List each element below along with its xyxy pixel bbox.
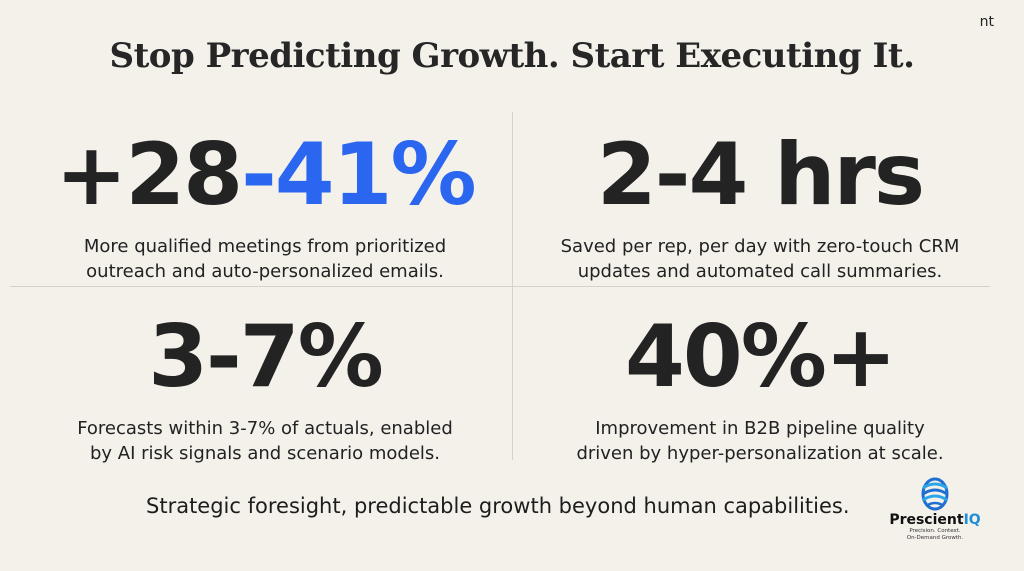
stat-time-saved: 2-4 hrs Saved per rep, per day with zero… [515, 132, 1005, 284]
brand-slogan-line: Precision. Context. [909, 528, 961, 534]
stat-description-line: Saved per rep, per day with zero-touch C… [560, 236, 960, 257]
page-title: Stop Predicting Growth. Start Executing … [109, 36, 915, 76]
stat-description: Saved per rep, per day with zero-touch C… [515, 234, 1005, 284]
stat-description-line: Forecasts within 3-7% of actuals, enable… [77, 418, 453, 439]
globe-swirl-icon [921, 477, 949, 511]
stat-description-line: updates and automated call summaries. [577, 261, 943, 282]
stat-description-line: by AI risk signals and scenario models. [89, 443, 441, 464]
stat-description-line: outreach and auto-personalized emails. [86, 261, 444, 282]
stat-description: Forecasts within 3-7% of actuals, enable… [20, 416, 510, 466]
stat-value: 2-4 hrs [596, 125, 925, 225]
corner-tag: nt [979, 14, 994, 30]
stat-forecast-accuracy: 3-7% Forecasts within 3-7% of actuals, e… [20, 314, 510, 466]
stat-description-line: Improvement in B2B pipeline quality [595, 418, 925, 439]
stat-description-line: More qualified meetings from prioritized [83, 236, 447, 257]
brand-name: PrescientIQ [885, 512, 985, 528]
brand-slogan-line: On-Demand Growth. [906, 534, 964, 541]
stat-qualified-meetings: +28-41% More qualified meetings from pri… [20, 132, 510, 284]
stat-value-prefix: +28 [55, 125, 243, 225]
stat-pipeline-quality: 40%+ Improvement in B2B pipeline quality… [515, 314, 1005, 466]
stat-description-line: driven by hyper-personalization at scale… [576, 443, 944, 464]
stat-value-accent: -41% [241, 125, 477, 225]
brand-logo: PrescientIQ Precision. Context. On-Deman… [885, 476, 985, 541]
stat-description: More qualified meetings from prioritized… [20, 234, 510, 284]
tagline: Strategic foresight, predictable growth … [146, 494, 850, 518]
horizontal-divider [10, 286, 990, 287]
stat-description: Improvement in B2B pipeline quality driv… [515, 416, 1005, 466]
stat-value: +28-41% [20, 132, 510, 218]
stat-value: 3-7% [148, 307, 384, 407]
brand-slogan: Precision. Context. On-Demand Growth. [885, 528, 985, 541]
brand-name-main: Prescient [889, 512, 964, 528]
brand-name-accent: IQ [963, 512, 981, 528]
stat-value: 40%+ [625, 307, 897, 407]
